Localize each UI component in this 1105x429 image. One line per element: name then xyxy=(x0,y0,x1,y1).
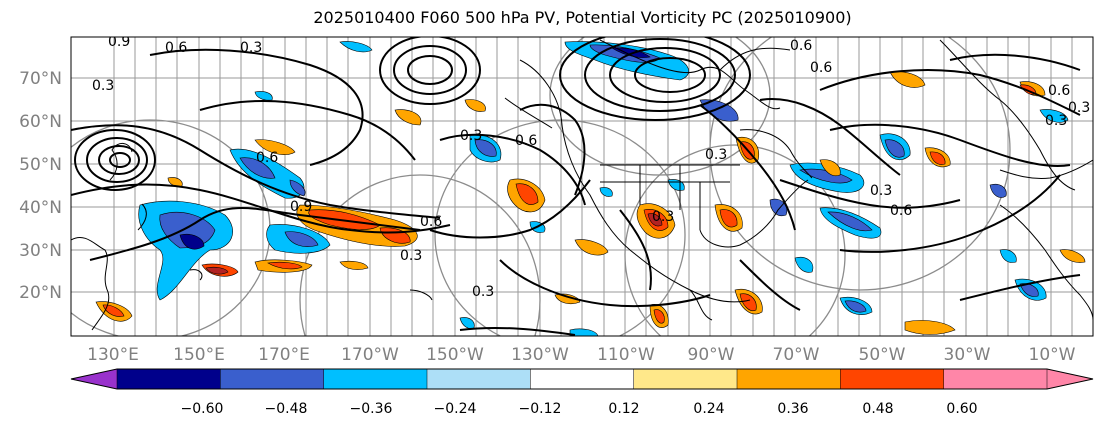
contour-label: 0.3 xyxy=(1045,113,1067,129)
contour-label: 0.3 xyxy=(92,78,114,94)
contour-label: 0.6 xyxy=(890,203,912,219)
colorbar-segment xyxy=(530,369,635,389)
colorbar-segment xyxy=(427,369,531,389)
lon-label-50w: 50°W xyxy=(859,345,906,365)
lat-label-60: 60°N xyxy=(19,112,62,132)
pv-shading xyxy=(95,41,1086,336)
lon-label-10w: 10°W xyxy=(1029,345,1076,365)
colorbar-tick-label: −0.24 xyxy=(434,401,477,417)
contour-label: 0.6 xyxy=(515,133,537,149)
contour-label: 0.6 xyxy=(256,150,278,166)
lon-label-90w: 90°W xyxy=(688,345,735,365)
lon-label-170w: 170°W xyxy=(341,345,399,365)
map-frame xyxy=(70,36,1094,337)
contour-label: 0.3 xyxy=(1068,100,1090,116)
colorbar-tick-label: 0.12 xyxy=(608,401,639,417)
contour-label: 0.6 xyxy=(810,60,832,76)
colorbar-tick-label: 0.60 xyxy=(946,401,977,417)
map-title: 2025010400 F060 500 hPa PV, Potential Vo… xyxy=(313,8,852,27)
contour-label: 0.6 xyxy=(165,40,187,56)
colorbar-segment xyxy=(220,369,325,389)
colorbar-tick-label: 0.36 xyxy=(777,401,808,417)
colorbar-segment xyxy=(633,369,738,389)
lat-label-20: 20°N xyxy=(19,283,62,303)
lat-label-40: 40°N xyxy=(19,198,62,218)
lon-label-170e: 170°E xyxy=(258,345,310,365)
colorbar-segment xyxy=(117,369,221,389)
colorbar-segments xyxy=(71,369,1093,389)
contour-label: 0.3 xyxy=(652,209,674,225)
lon-label-150e: 150°E xyxy=(173,345,225,365)
colorbar-tick-label: −0.12 xyxy=(519,401,562,417)
lon-label-130w: 130°W xyxy=(511,345,569,365)
colorbar-tick-label: −0.48 xyxy=(265,401,308,417)
colorbar-tick-label: −0.60 xyxy=(181,401,224,417)
lon-label-30w: 30°W xyxy=(944,345,991,365)
colorbar-tick-label: −0.36 xyxy=(350,401,393,417)
colorbar-tick-label: 0.24 xyxy=(693,401,724,417)
colorbar-segment xyxy=(943,369,1093,389)
contour-label: 0.3 xyxy=(705,147,727,163)
contour-label: 0.6 xyxy=(1048,83,1070,99)
contour-label: 0.3 xyxy=(460,128,482,144)
latitude-labels: 70°N 60°N 50°N 40°N 30°N 20°N xyxy=(19,69,62,303)
lon-label-150w: 150°W xyxy=(426,345,484,365)
contour-label: 0.3 xyxy=(472,284,494,300)
contour-label: 0.6 xyxy=(790,38,812,54)
contour-labels: 0.9 0.6 0.3 0.3 0.6 0.9 0.6 0.3 0.6 0.3 … xyxy=(92,34,1090,300)
lat-label-50: 50°N xyxy=(19,155,62,175)
contour-label: 0.3 xyxy=(240,40,262,56)
colorbar-segment xyxy=(840,369,945,389)
colorbar-tick-label: 0.48 xyxy=(862,401,893,417)
contour-label: 0.6 xyxy=(420,214,442,230)
lon-label-70w: 70°W xyxy=(773,345,820,365)
colorbar: −0.60 −0.48 −0.36 −0.24 −0.12 0.12 0.24 … xyxy=(70,368,1094,417)
colorbar-segment xyxy=(737,369,841,389)
longitude-labels: 130°E 150°E 170°E 170°W 150°W 130°W 110°… xyxy=(87,345,1076,365)
contour-label: 0.9 xyxy=(290,199,312,215)
colorbar-segment xyxy=(323,369,428,389)
lat-label-30: 30°N xyxy=(19,241,62,261)
contour-label: 0.9 xyxy=(108,34,130,50)
pv-contours xyxy=(71,37,1081,336)
colorbar-outline xyxy=(70,368,1094,390)
contour-label: 0.3 xyxy=(400,248,422,264)
lat-label-70: 70°N xyxy=(19,69,62,89)
colorbar-labels: −0.60 −0.48 −0.36 −0.24 −0.12 0.12 0.24 … xyxy=(181,401,978,417)
lon-label-110w: 110°W xyxy=(597,345,655,365)
lon-label-130e: 130°E xyxy=(87,345,139,365)
contour-label: 0.3 xyxy=(870,183,892,199)
